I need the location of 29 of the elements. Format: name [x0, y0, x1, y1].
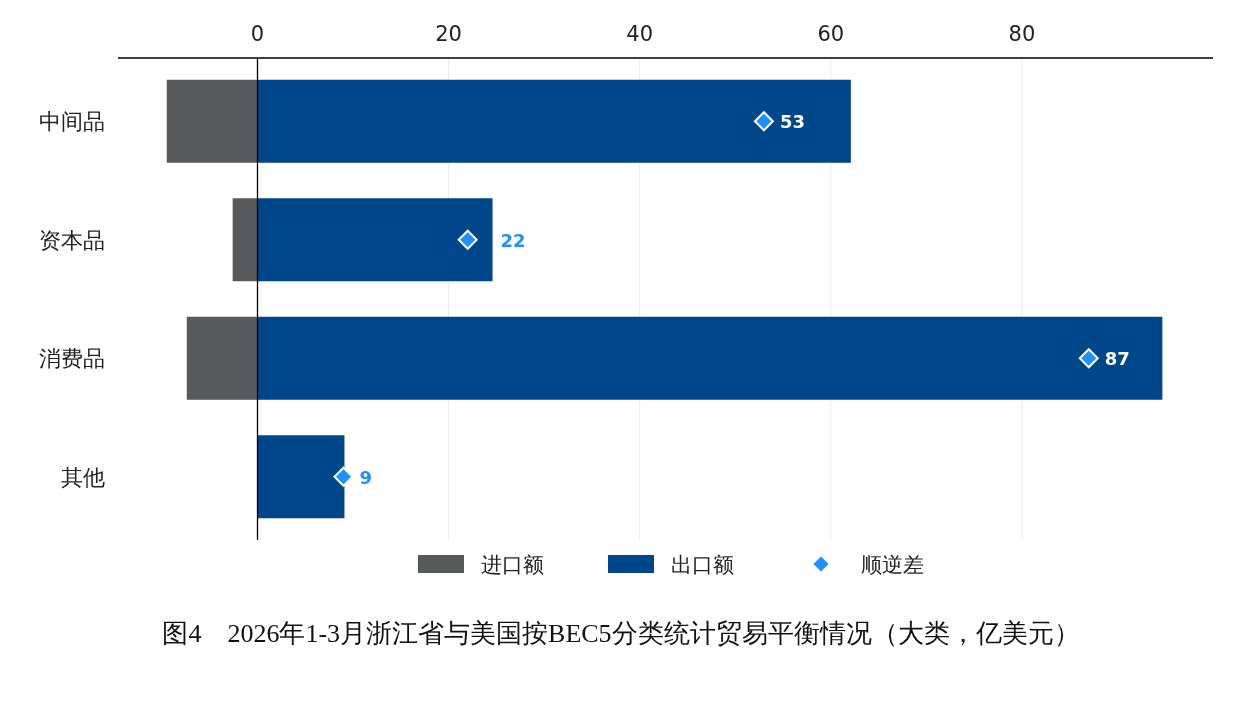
x-tick-label: 0 [250, 22, 265, 46]
legend-label: 进口额 [481, 553, 544, 577]
data-label: 9 [359, 466, 373, 488]
bar [232, 198, 258, 282]
data-label: 87 [1104, 348, 1130, 370]
plot: 0 20 40 60 80 中间品 资本品 消费品 其他 53 22 87 9 [39, 22, 1214, 541]
y-tick-label: 其他 [61, 464, 105, 490]
point [753, 111, 774, 132]
y-tick-label: 中间品 [39, 109, 105, 135]
data-label: 22 [500, 229, 526, 251]
bar [257, 79, 851, 163]
x-tick-label: 40 [626, 22, 654, 46]
point [333, 466, 354, 487]
y-tick-label: 资本品 [39, 227, 105, 253]
bar [257, 435, 345, 519]
bar [257, 198, 493, 282]
bar [186, 316, 258, 400]
point [1078, 348, 1099, 369]
text: 图4 2026年1-3月浙江省与美国按BEC5分类统计贸易平衡情况（大类，亿美元） [162, 619, 1080, 648]
point [457, 229, 478, 250]
x-tick-label: 80 [1008, 22, 1036, 46]
x-tick-label: 20 [435, 22, 462, 46]
bar [166, 79, 258, 163]
x-tick-label: 60 [817, 22, 845, 46]
bar [257, 316, 1163, 400]
y-tick-label: 消费品 [39, 346, 105, 372]
legend-label: 顺逆差 [861, 553, 924, 577]
legend-label: 出口额 [671, 553, 734, 577]
data-label: 53 [779, 111, 805, 133]
